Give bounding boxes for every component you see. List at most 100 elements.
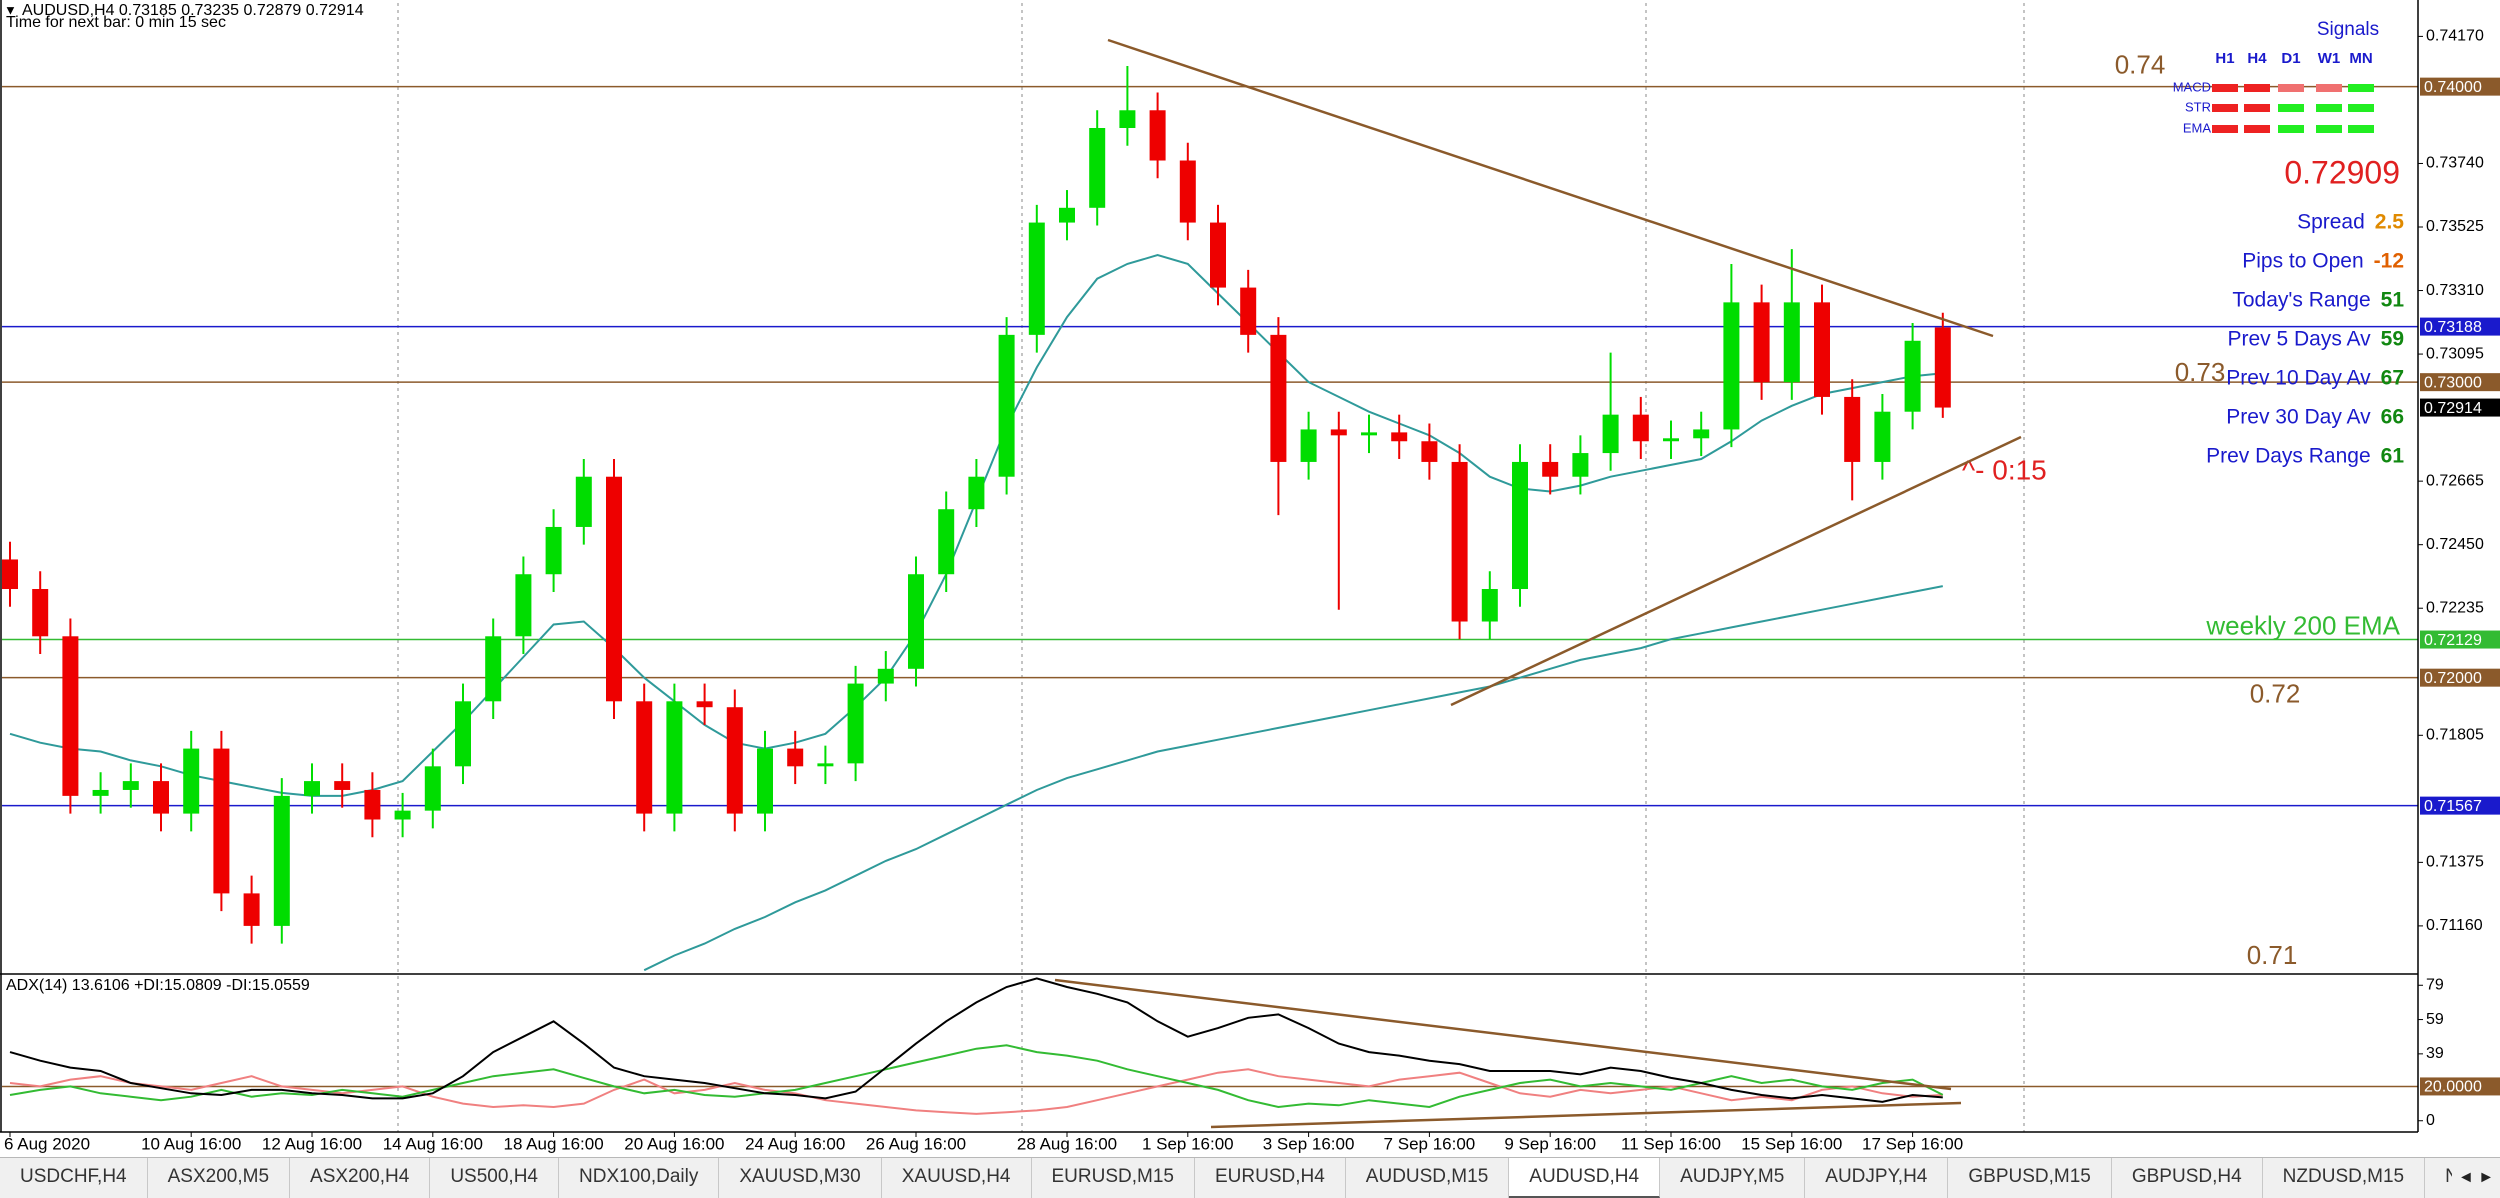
candle-body bbox=[636, 701, 653, 814]
candle-body bbox=[1361, 432, 1377, 436]
signal bbox=[2348, 84, 2374, 92]
tab[interactable]: ASX200,M5 bbox=[148, 1158, 291, 1198]
candle-body bbox=[394, 810, 411, 820]
candle-body bbox=[1059, 207, 1075, 223]
series-line bbox=[643, 585, 1943, 972]
tab-scroll[interactable]: ◄ ► bbox=[2452, 1158, 2500, 1198]
tab[interactable]: ASX200,H4 bbox=[290, 1158, 431, 1198]
y-tick-label: 0 bbox=[2426, 1112, 2435, 1129]
candle-body bbox=[213, 748, 230, 894]
x-tick-label: 7 Sep 16:00 bbox=[1384, 1134, 1476, 1153]
signal bbox=[2278, 125, 2304, 133]
tab[interactable]: XAUUSD,M30 bbox=[719, 1158, 882, 1198]
candle-body bbox=[1089, 128, 1106, 208]
trendline bbox=[1450, 435, 2022, 707]
x-tick-label: 9 Sep 16:00 bbox=[1504, 1134, 1596, 1153]
stat-value: 66 bbox=[2381, 406, 2404, 429]
tab[interactable]: EURUSD,M15 bbox=[1032, 1158, 1195, 1198]
candle-body bbox=[1391, 432, 1408, 442]
stat-value: 61 bbox=[2381, 445, 2405, 468]
x-tick-label: 1 Sep 16:00 bbox=[1142, 1134, 1234, 1153]
y-tick-label: 79 bbox=[2426, 976, 2444, 993]
level-label-box bbox=[2420, 668, 2500, 687]
tab[interactable]: EURUSD,H4 bbox=[1195, 1158, 1346, 1198]
level-label: 0.73188 bbox=[2424, 319, 2482, 336]
tab-bar: USDCHF,H4 ASX200,M5 ASX200,H4 US500,H4 NDX10… bbox=[0, 1157, 2500, 1198]
y-tick-label: 0.71160 bbox=[2426, 917, 2483, 934]
x-tick-label: 12 Aug 16:00 bbox=[262, 1134, 362, 1153]
x-tick-label: 3 Sep 16:00 bbox=[1263, 1134, 1355, 1153]
tab[interactable]: NZDUSD,M15 bbox=[2263, 1158, 2426, 1198]
y-tick-label: 0.73525 bbox=[2426, 218, 2484, 235]
y-tick-label: 0.72235 bbox=[2426, 599, 2484, 616]
y-tick-label: 0.73740 bbox=[2426, 155, 2484, 172]
tab[interactable]: XAUUSD,H4 bbox=[882, 1158, 1032, 1198]
level-note: 0.72 bbox=[2250, 679, 2301, 709]
signal bbox=[2212, 84, 2238, 92]
candle-body bbox=[1814, 302, 1830, 397]
candle-body bbox=[877, 668, 894, 684]
level-label: 0.71567 bbox=[2424, 798, 2482, 815]
candle-body bbox=[1723, 302, 1740, 430]
candle-body bbox=[515, 574, 532, 637]
y-tick-label: 0.71375 bbox=[2426, 854, 2484, 871]
candle-body bbox=[62, 636, 79, 796]
signals-title: Signals bbox=[2317, 19, 2379, 40]
candle-body bbox=[1270, 334, 1287, 462]
x-tick-label: 20 Aug 16:00 bbox=[624, 1134, 724, 1153]
candle-body bbox=[696, 701, 713, 708]
stat-value: 2.5 bbox=[2375, 211, 2405, 234]
candle-body bbox=[847, 683, 864, 764]
tab[interactable]: AUDUSD,H4 bbox=[1509, 1158, 1661, 1198]
candle-body bbox=[1119, 110, 1136, 129]
candle-body bbox=[817, 763, 834, 767]
trendlines bbox=[1054, 38, 2022, 1129]
candle-body bbox=[938, 509, 955, 575]
level-label: 0.72000 bbox=[2424, 670, 2482, 687]
candle-body bbox=[726, 707, 743, 814]
signal bbox=[2212, 104, 2238, 112]
signal bbox=[2278, 104, 2304, 112]
candle-body bbox=[1481, 589, 1498, 622]
candle-body bbox=[998, 334, 1015, 477]
signal bbox=[2244, 84, 2270, 92]
stat-label: Prev 5 Days Av bbox=[2227, 328, 2371, 351]
y-tick-label: 0.72665 bbox=[2426, 472, 2484, 489]
annotation: ^- 0:15 bbox=[1962, 454, 2047, 485]
tab[interactable]: GBPUSD,M15 bbox=[1948, 1158, 2112, 1198]
timeframe-label: H4 bbox=[2247, 50, 2267, 67]
candle-body bbox=[575, 476, 592, 527]
signal bbox=[2316, 84, 2342, 92]
signal bbox=[2316, 104, 2342, 112]
level-label-box bbox=[2420, 630, 2500, 649]
candle-body bbox=[334, 781, 351, 790]
stat-label: Today's Range bbox=[2232, 289, 2370, 312]
bid-price: 0.72909 bbox=[2284, 154, 2400, 190]
stat-value: 59 bbox=[2381, 328, 2404, 351]
series-line bbox=[9, 1044, 1944, 1109]
timeframe-label: W1 bbox=[2318, 50, 2341, 67]
tab[interactable]: AUDUSD,M15 bbox=[1346, 1158, 1510, 1198]
tab[interactable]: AUDJPY,H4 bbox=[1805, 1158, 1949, 1198]
tab[interactable]: US500,H4 bbox=[430, 1158, 559, 1198]
y-tick-label: 59 bbox=[2426, 1011, 2444, 1028]
level-label: 0.74000 bbox=[2424, 79, 2482, 96]
candle-body bbox=[1874, 411, 1891, 462]
stat-label: Prev 30 Day Av bbox=[2226, 406, 2371, 429]
tab[interactable]: AUDJPY,M5 bbox=[1660, 1158, 1806, 1198]
tab[interactable]: USDCHF,H4 bbox=[0, 1158, 148, 1198]
tab[interactable]: GBPUSD,H4 bbox=[2112, 1158, 2263, 1198]
x-tick-label: 18 Aug 16:00 bbox=[503, 1134, 603, 1153]
series-line bbox=[9, 977, 1943, 1103]
y-tick-label: 39 bbox=[2426, 1045, 2444, 1062]
collapse-arrow[interactable]: ▼ bbox=[4, 2, 17, 17]
frame bbox=[0, 0, 2419, 1133]
timeframe-label: H1 bbox=[2215, 50, 2234, 67]
candle-body bbox=[1572, 453, 1589, 477]
tab[interactable]: NDX100,Daily bbox=[559, 1158, 720, 1198]
level-label-box bbox=[2420, 77, 2500, 96]
stat-label: Spread bbox=[2297, 211, 2365, 234]
candle-body bbox=[1632, 414, 1649, 442]
candle-body bbox=[92, 789, 109, 796]
y-tick-label: 0.73310 bbox=[2426, 282, 2484, 299]
